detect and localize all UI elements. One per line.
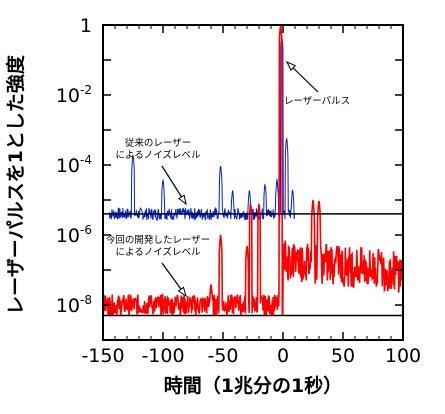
- series-line: [108, 35, 296, 222]
- x-tick-label: 0: [277, 345, 289, 367]
- plot-frame: [102, 24, 404, 341]
- y-tick-label: 10-8: [56, 293, 92, 317]
- x-tick-labels: -150 -100 -50 0 50 100: [81, 345, 421, 367]
- annotation-text: レーザーパルス: [284, 96, 350, 107]
- y-tick-labels: 1 10-2 10-4 10-6 10-8: [56, 15, 92, 317]
- annotations: レーザーパルス従来のレーザーによるノイズレベル今回の開発したレーザーによるノイズ…: [106, 60, 350, 298]
- annotation-text: 従来のレーザーによるノイズレベル: [116, 137, 201, 161]
- x-tick-label: 100: [385, 345, 421, 367]
- y-tick-label: 1: [80, 15, 92, 37]
- axis-ticks: [102, 24, 404, 341]
- x-tick-label: -150: [81, 345, 124, 367]
- x-tick-label: 50: [331, 345, 355, 367]
- x-axis-title: 時間（1兆分の1秒）: [164, 374, 342, 397]
- y-tick-label: 10-2: [56, 83, 92, 107]
- y-tick-label: 10-4: [56, 153, 92, 177]
- arrow-head: [285, 60, 297, 71]
- x-tick-label: -100: [141, 345, 184, 367]
- y-tick-label: 10-6: [56, 223, 92, 247]
- arrow-head: [177, 286, 187, 298]
- x-tick-label: -50: [207, 345, 238, 367]
- y-axis-title: レーザーパルスを1とした強度: [4, 54, 27, 315]
- annotation-text: 今回の開発したレーザーによるノイズレベル: [106, 234, 210, 258]
- reference-lines: [103, 213, 403, 317]
- series-line: [102, 25, 404, 317]
- arrow-head: [178, 194, 187, 206]
- traces: [102, 25, 404, 317]
